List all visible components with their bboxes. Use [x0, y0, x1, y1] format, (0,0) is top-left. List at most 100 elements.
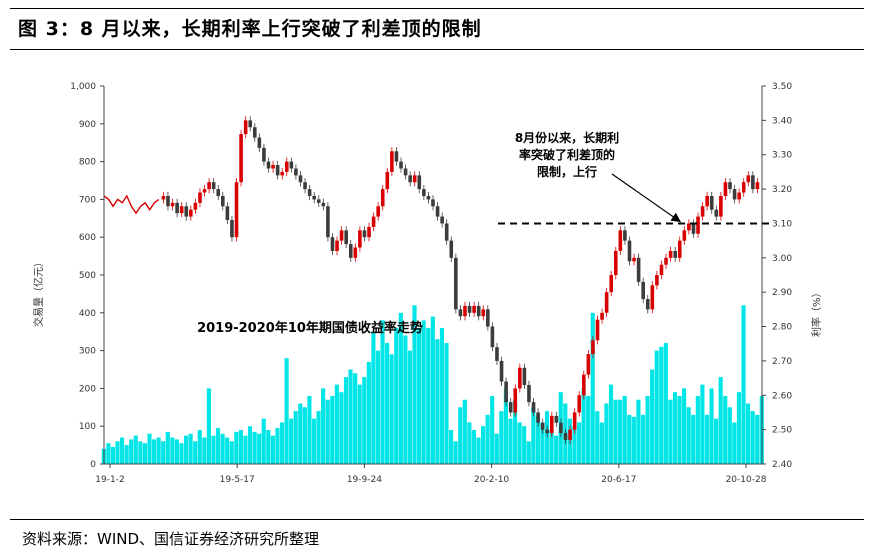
volume-bar [503, 388, 508, 464]
candle-body [495, 347, 499, 361]
volume-bar [494, 433, 499, 464]
volume-bar [261, 418, 266, 464]
candle-body [586, 354, 591, 375]
volume-bar [535, 414, 540, 464]
volume-bar [599, 422, 604, 464]
right-tick-label: 2.40 [772, 460, 792, 470]
candle-body [248, 120, 253, 128]
volume-bar [627, 414, 632, 464]
volume-bar [129, 439, 134, 464]
candle-body [403, 168, 408, 176]
volume-bar [755, 414, 760, 464]
candle-body [221, 195, 225, 207]
candle-body [563, 433, 568, 440]
volume-bar [398, 312, 403, 464]
right-tick-label: 3.20 [772, 185, 792, 195]
volume-bar [202, 437, 207, 464]
candle-body [705, 195, 709, 207]
candle-body [348, 244, 353, 258]
candle-body [225, 206, 230, 221]
volume-bar [151, 439, 157, 464]
candle-body [316, 199, 321, 203]
volume-bar [444, 343, 449, 464]
volume-bar [435, 339, 440, 464]
volume-bar [138, 441, 143, 464]
title-rule [10, 49, 864, 50]
candle-body [714, 209, 719, 217]
candle-body [266, 161, 271, 169]
candle-body [289, 161, 294, 169]
chart: 0 100 200 300 400 500 600 700 800 900 1,000 2.40 2.5… [32, 82, 823, 485]
volume-bar [636, 399, 641, 464]
candle-body [435, 206, 440, 217]
volume-bar [407, 350, 413, 464]
candle-body [463, 305, 467, 317]
candle-body [696, 216, 700, 234]
candle-body [719, 195, 723, 217]
candle-body [545, 429, 550, 434]
candle-body [682, 230, 687, 241]
candle-body [659, 264, 664, 275]
volume-bar [736, 392, 742, 464]
candle-body [540, 422, 545, 430]
candle-body [673, 250, 677, 258]
volume-bar [554, 435, 559, 464]
left-axis-title: 交易量（亿元） [32, 257, 45, 327]
candle-body [394, 151, 399, 162]
volume-bar [339, 392, 344, 464]
candle-body [513, 388, 518, 413]
yield-line [103, 194, 160, 215]
x-tick-label: 20-2-10 [474, 475, 509, 485]
candle-body [568, 429, 572, 440]
candle-body [632, 257, 636, 262]
volume-bar [645, 395, 650, 464]
volume-bar [147, 433, 152, 464]
volume-bar [467, 422, 472, 464]
candle-body [216, 189, 221, 196]
volume-bar [526, 441, 531, 464]
candle-body [326, 206, 330, 238]
figure-title: 图 3：8 月以来，长期利率上行突破了利差顶的限制 [18, 18, 482, 40]
volume-bar [490, 395, 495, 464]
volume-bar [197, 429, 202, 464]
volume-bar [471, 429, 476, 464]
candle-body [737, 192, 741, 200]
candle-body [467, 305, 472, 313]
volume-bar [650, 369, 655, 464]
candle-body [691, 223, 696, 234]
volume-bar [298, 403, 303, 464]
volume-bar [120, 437, 125, 464]
candle-body [609, 275, 614, 293]
volume-bar [343, 377, 349, 464]
volume-bar [590, 312, 595, 464]
volume-bar [238, 429, 243, 464]
volume-bar [275, 428, 280, 464]
volume-bar [311, 418, 317, 464]
candle-body [476, 305, 481, 317]
candle-body [417, 175, 422, 190]
candle-body [627, 240, 632, 262]
volume-bar [279, 422, 285, 464]
volume-bar [544, 411, 550, 464]
candle-body [179, 206, 184, 214]
volume-bar [714, 418, 719, 464]
volume-bar [247, 426, 253, 464]
top-rule [10, 8, 864, 9]
candle-body [321, 202, 326, 207]
volume-bar [727, 407, 732, 464]
annotation-line: 率突破了利差顶的 [519, 147, 615, 162]
left-tick-label: 800 [79, 158, 96, 168]
candle-body [581, 374, 586, 396]
volume-bar [375, 350, 381, 464]
candle-body [499, 360, 504, 382]
candle-body [257, 137, 262, 148]
volume-bar [229, 441, 234, 464]
candle-body [284, 161, 289, 172]
candle-body [239, 134, 243, 183]
volume-bar [206, 388, 211, 464]
volume-bar [640, 414, 646, 464]
candle-body [554, 415, 559, 423]
volume-bar [512, 399, 518, 464]
volume-bar [353, 373, 358, 464]
